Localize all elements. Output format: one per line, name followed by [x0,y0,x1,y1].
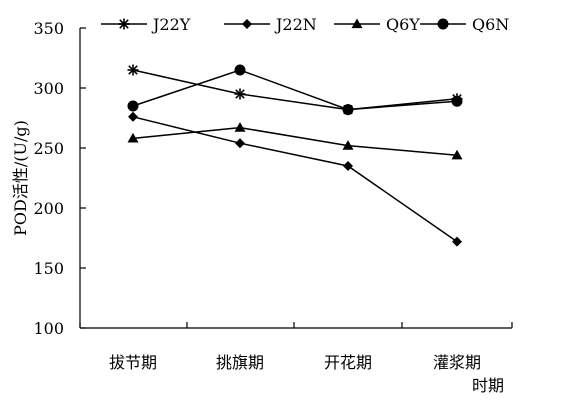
legend: J22Y J22N Q6Y Q6N [101,15,509,34]
series-layer [127,64,463,247]
legend-item: Q6Y [334,15,420,34]
series-line [132,69,458,111]
y-ticks: 100 150 200 250 300 350 [33,19,86,338]
data-point [342,104,354,116]
data-point [128,65,138,75]
data-point [234,64,246,76]
data-point [343,161,353,171]
series-line [132,116,458,243]
data-point [235,138,245,149]
series-q6n [127,64,463,116]
x-axis-label: 时期 [472,376,504,395]
data-point [437,18,449,30]
x-tick-label: 灌浆期 [433,353,481,372]
data-point [235,89,245,99]
data-point [127,132,139,143]
data-point [119,19,129,29]
y-tick-label: 100 [33,319,64,338]
series-j22n [128,111,462,247]
legend-item: J22Y [101,15,191,34]
data-point [234,122,246,132]
x-tick-label: 拔节期 [109,353,157,372]
data-point [451,149,463,160]
axes: 100 150 200 250 300 350 拔节期 挑旗期 开花期 灌浆期 [33,19,513,372]
y-tick-label: 300 [33,79,64,98]
data-point [128,111,138,122]
y-axis-label: POD活性/(U/g) [11,120,30,236]
y-tick-label: 250 [33,139,64,158]
series-q6y [127,122,463,160]
data-point [452,236,462,247]
y-tick-label: 200 [33,199,64,218]
data-point [127,100,139,112]
legend-item: J22N [224,15,317,34]
data-point [351,18,363,29]
data-point [342,140,354,150]
series-line [132,126,458,156]
x-ticks: 拔节期 挑旗期 开花期 灌浆期 [79,322,513,372]
y-tick-label: 350 [33,19,64,38]
legend-label: J22N [274,15,317,34]
x-tick-label: 开花期 [324,353,372,372]
x-tick-label: 挑旗期 [216,353,264,372]
legend-label: Q6Y [386,15,420,34]
data-point [242,19,252,29]
legend-label: Q6N [472,15,509,34]
legend-item: Q6N [420,15,509,34]
legend-label: J22Y [151,15,191,34]
y-tick-label: 150 [33,259,64,278]
data-point [451,95,463,107]
series-line [132,69,458,111]
